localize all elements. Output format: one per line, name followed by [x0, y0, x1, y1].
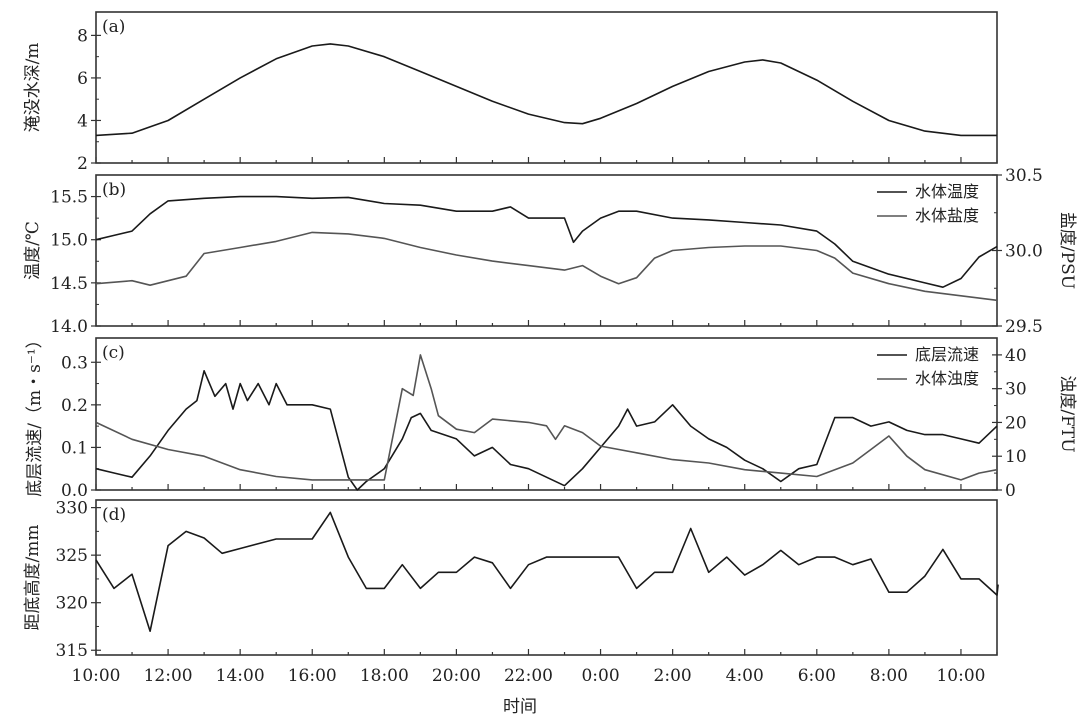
x-tick-label: 10:00	[936, 666, 985, 686]
panel-frame	[95, 337, 998, 491]
series-line-底层流速	[95, 370, 998, 491]
y-tick-label: 315	[56, 641, 88, 661]
y-tick-label: 6	[77, 69, 88, 89]
x-tick-label: 6:00	[798, 666, 836, 686]
y-tick-label: 15.5	[50, 188, 88, 208]
series-line-水体盐度	[95, 231, 998, 302]
y-tick-label: 15.0	[50, 231, 88, 251]
x-axis-label: 时间	[503, 697, 537, 717]
legend-label: 底层流速	[915, 345, 979, 364]
legend-label: 水体温度	[915, 182, 979, 201]
x-tick-label: 14:00	[216, 666, 265, 686]
panel-label: (b)	[102, 180, 126, 200]
y-tick-label: 14.5	[50, 274, 88, 294]
y-right-axis-label: 浊度/FTU	[1057, 375, 1077, 452]
panel-label: (a)	[102, 17, 125, 37]
series-line-水体浊度	[95, 354, 998, 481]
series-line-淹没水深	[95, 43, 997, 137]
x-tick-label: 4:00	[726, 666, 764, 686]
x-tick-label: 16:00	[288, 666, 337, 686]
panel-frame	[95, 499, 998, 656]
legend-label: 水体盐度	[915, 206, 979, 225]
y-tick-label: 14.0	[50, 317, 88, 337]
y-right-tick-label: 30	[1005, 380, 1027, 400]
y-axis-label: 距底高度/mm	[23, 525, 43, 631]
y-tick-label: 0.3	[61, 353, 88, 373]
panel-label: (c)	[102, 343, 125, 363]
y-axis-label: 温度/℃	[23, 221, 43, 280]
y-axis-label: 底层流速/（m・s⁻¹）	[25, 331, 45, 496]
panel-label: (d)	[102, 505, 126, 525]
y-right-tick-label: 20	[1005, 413, 1027, 433]
y-tick-label: 0.2	[61, 396, 88, 416]
y-tick-label: 0.0	[61, 481, 88, 501]
y-right-tick-label: 10	[1005, 447, 1027, 467]
legend-label: 水体浊度	[915, 369, 979, 388]
y-tick-label: 4	[77, 111, 88, 131]
series-line-水体温度	[95, 195, 998, 288]
x-tick-label: 0:00	[581, 666, 619, 686]
y-right-tick-label: 30.0	[1005, 242, 1043, 262]
y-right-tick-label: 30.5	[1005, 166, 1043, 186]
x-tick-label: 10:00	[72, 666, 121, 686]
y-tick-label: 0.1	[61, 438, 88, 458]
y-tick-label: 330	[56, 499, 88, 519]
x-tick-label: 8:00	[870, 666, 908, 686]
y-tick-label: 2	[77, 154, 88, 174]
x-tick-label: 12:00	[144, 666, 193, 686]
x-tick-label: 22:00	[504, 666, 553, 686]
y-right-tick-label: 0	[1005, 481, 1016, 501]
panel-frame	[95, 11, 998, 164]
y-right-axis-label: 盐度/PSU	[1057, 212, 1077, 289]
x-tick-label: 18:00	[360, 666, 409, 686]
y-tick-label: 8	[77, 26, 88, 46]
y-right-tick-label: 29.5	[1005, 317, 1043, 337]
x-tick-label: 2:00	[654, 666, 692, 686]
y-right-tick-label: 40	[1005, 346, 1027, 366]
x-tick-label: 20:00	[432, 666, 481, 686]
y-tick-label: 320	[56, 594, 88, 614]
y-axis-label: 淹没水深/m	[23, 43, 43, 133]
series-line-距底高度	[95, 511, 999, 632]
y-tick-label: 325	[56, 546, 88, 566]
